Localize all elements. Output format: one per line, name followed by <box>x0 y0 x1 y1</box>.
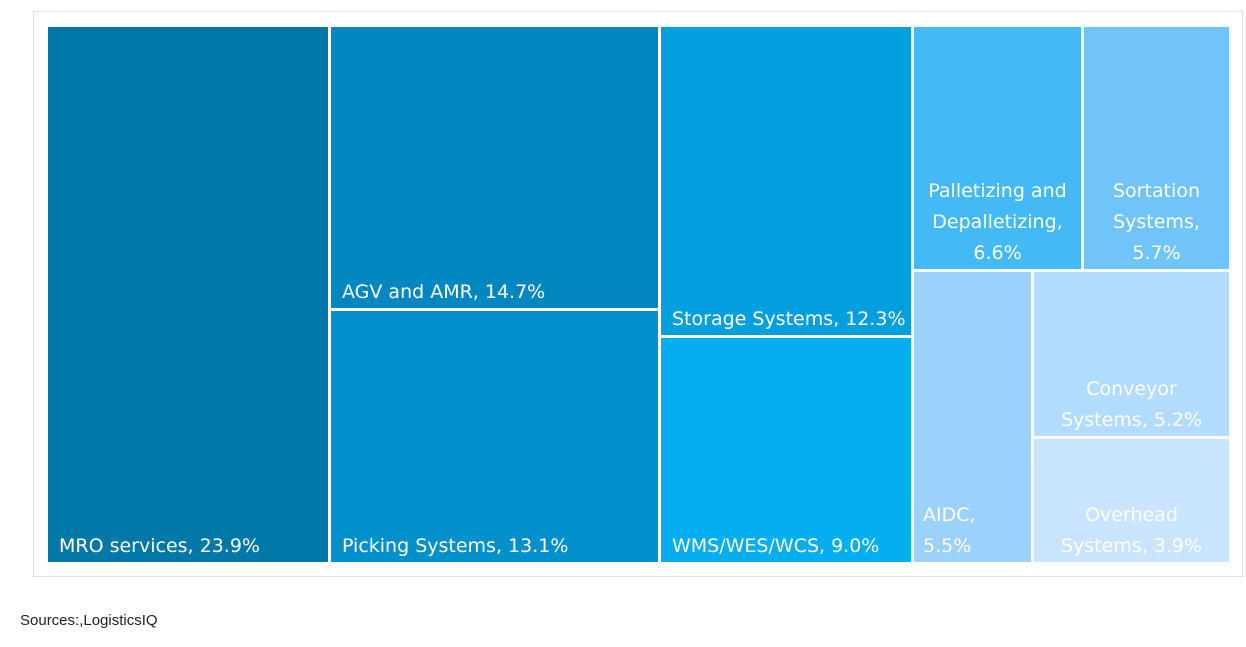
treemap-tile-label: AIDC, 5.5% <box>923 504 976 557</box>
treemap-tile-label: AGV and AMR, 14.7% <box>342 281 545 303</box>
treemap-tile[interactable] <box>1034 272 1229 436</box>
treemap-tile[interactable] <box>331 311 658 562</box>
treemap-tile[interactable] <box>661 338 911 562</box>
treemap-tile-label: MRO services, 23.9% <box>59 535 260 557</box>
treemap-tile[interactable] <box>914 27 1081 269</box>
treemap-tile-label: Storage Systems, 12.3% <box>672 308 906 330</box>
treemap-tile[interactable] <box>661 27 911 335</box>
treemap-tile[interactable] <box>1084 27 1229 269</box>
treemap-tile-label: Overhead Systems, 3.9% <box>1061 504 1202 557</box>
treemap-tile[interactable] <box>1034 439 1229 562</box>
treemap-tile-label: WMS/WES/WCS, 9.0% <box>672 535 879 557</box>
treemap-tile-label: Palletizing and Depalletizing, 6.6% <box>928 180 1066 264</box>
treemap-chart: MRO services, 23.9% AGV and AMR, 14.7% Pic… <box>48 27 1229 562</box>
sources-note: Sources:,LogisticsIQ <box>20 612 158 629</box>
treemap-tile[interactable] <box>914 272 1031 562</box>
treemap-tile-label: Conveyor Systems, 5.2% <box>1061 378 1202 431</box>
treemap-tile[interactable] <box>331 27 658 308</box>
treemap-tile[interactable] <box>48 27 328 562</box>
treemap-tile-label: Sortation Systems, 5.7% <box>1113 180 1200 264</box>
treemap-tile-label: Picking Systems, 13.1% <box>342 535 568 557</box>
